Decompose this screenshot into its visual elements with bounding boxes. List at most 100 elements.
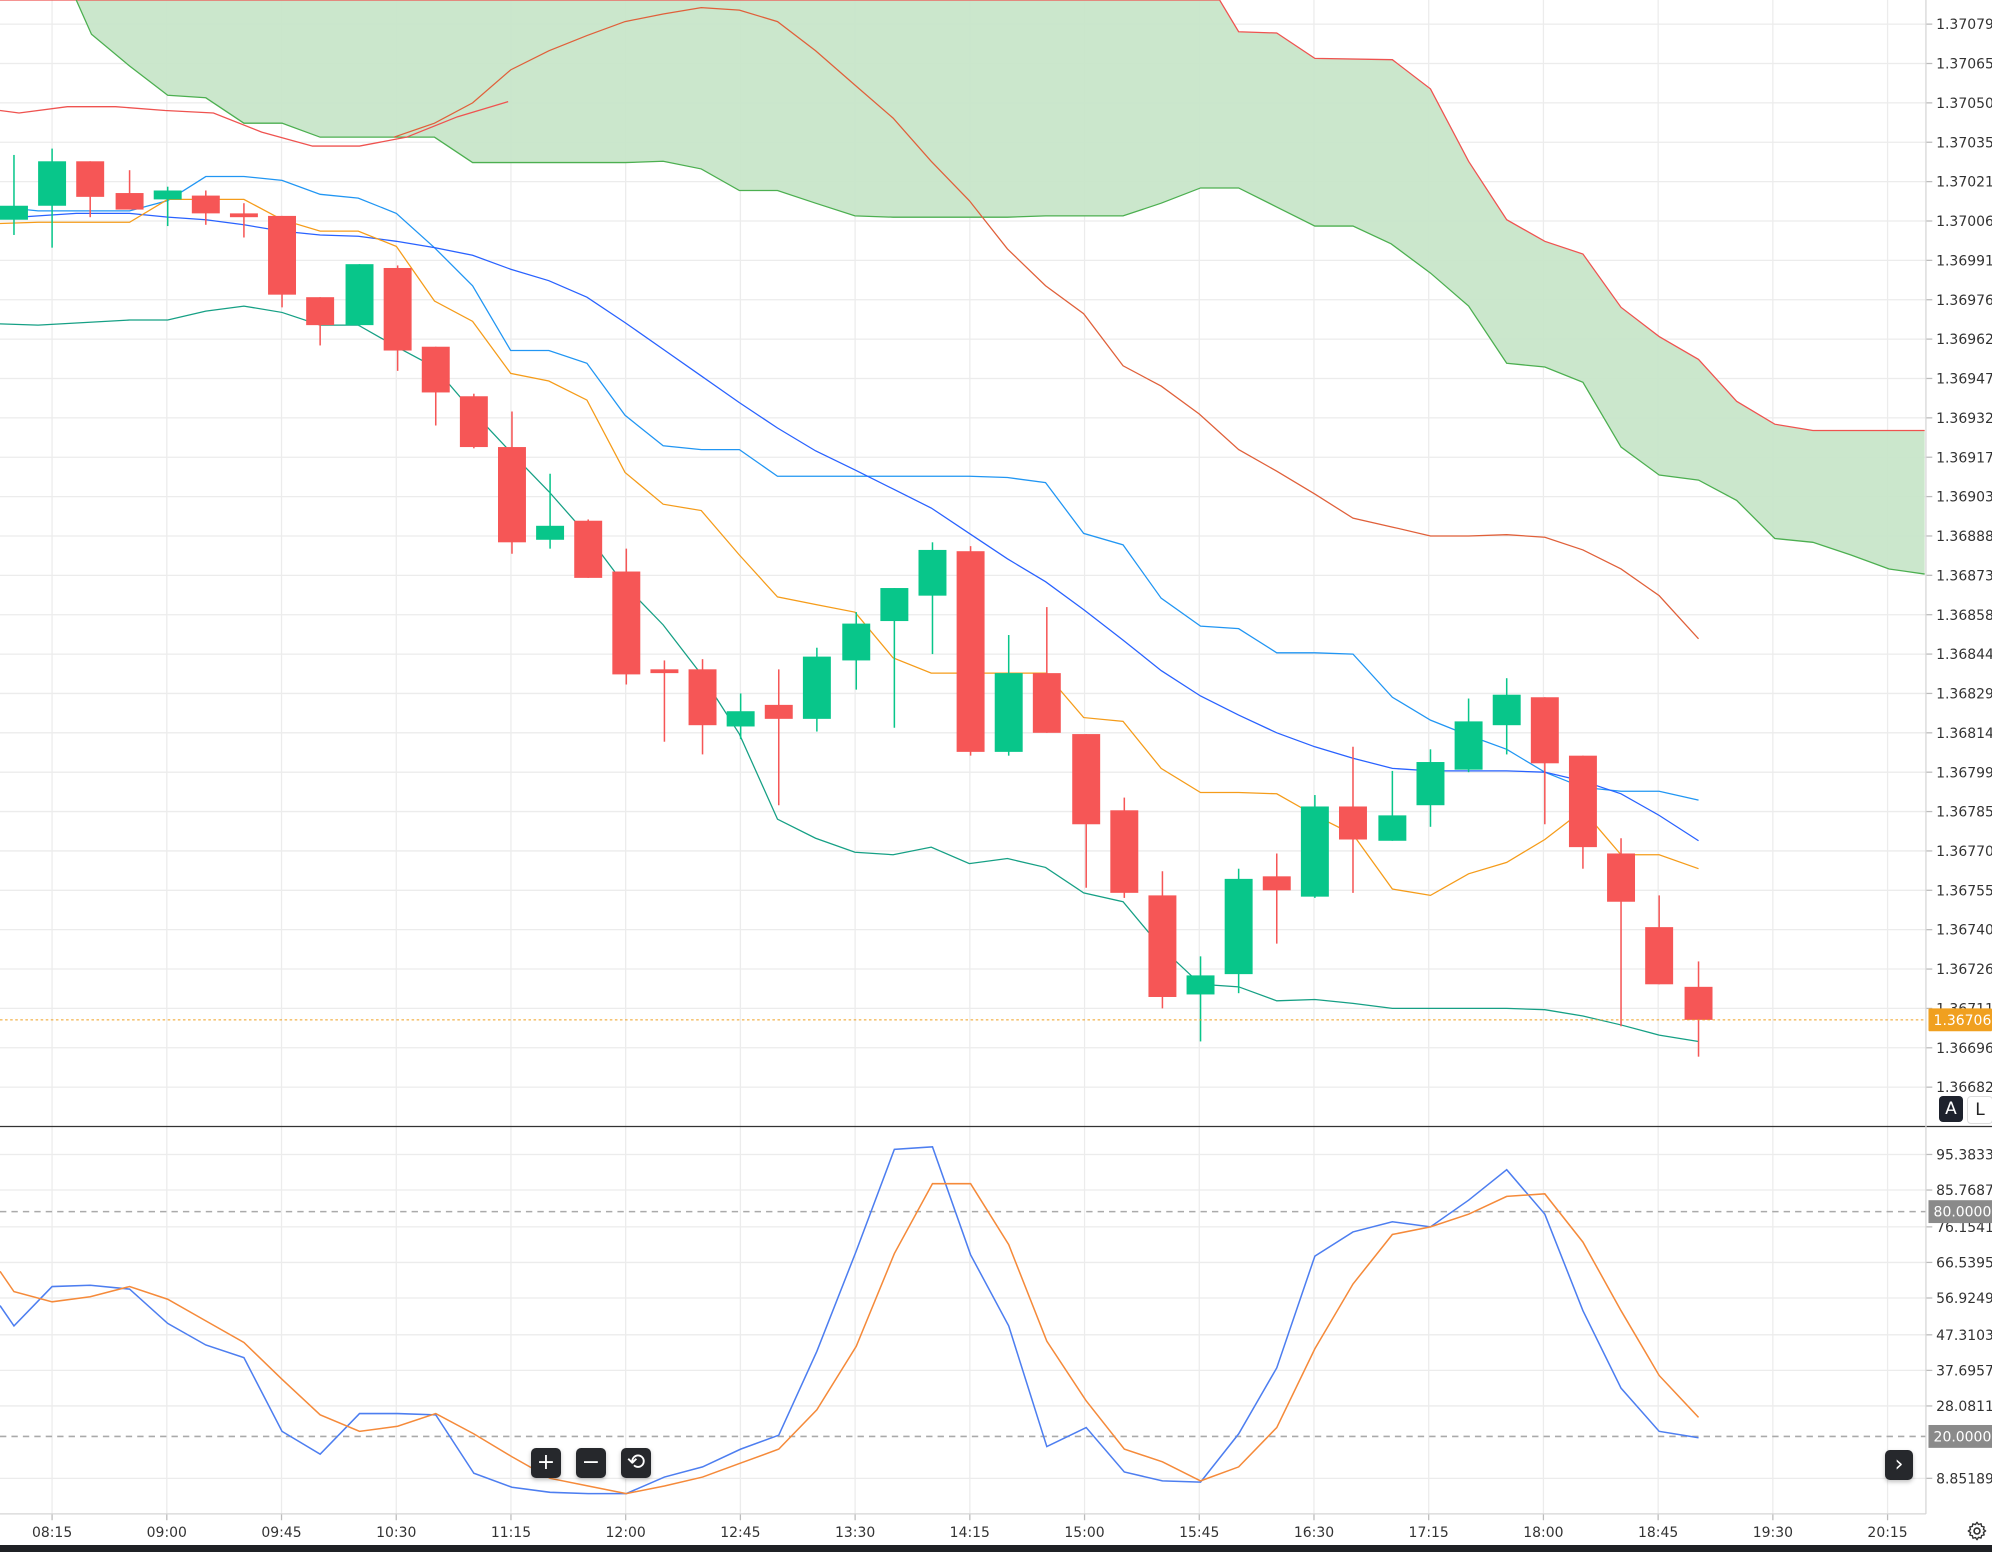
- indicator-line: [0, 198, 1699, 897]
- candle: [191, 190, 220, 225]
- price-tick-label: 1.36814: [1936, 726, 1992, 742]
- indicator-line: [0, 100, 509, 147]
- price-tick-label: 1.36917: [1936, 450, 1992, 466]
- candle: [574, 519, 603, 578]
- time-tick-label: 11:15: [491, 1525, 531, 1541]
- zoom-in-button[interactable]: +: [531, 1448, 561, 1478]
- time-axis[interactable]: 08:15 09:00 09:45 10:30 11:15 12:00 12:45 13:30…: [32, 1513, 1908, 1541]
- time-tick-label: 12:45: [720, 1525, 760, 1541]
- time-tick-label: 20:15: [1867, 1525, 1907, 1541]
- bottom-bar: [0, 1545, 1992, 1552]
- stoch-tick-label: 47.31033: [1936, 1328, 1992, 1344]
- time-tick-label: 09:45: [261, 1525, 301, 1541]
- time-tick-label: 15:45: [1179, 1525, 1219, 1541]
- stoch-tick-label: 37.69572: [1936, 1363, 1992, 1379]
- candle: [1032, 607, 1061, 733]
- candle: [0, 154, 28, 235]
- zoom-out-button[interactable]: −: [576, 1448, 606, 1478]
- candle: [306, 297, 335, 346]
- candle: [383, 265, 412, 371]
- minus-icon: −: [581, 1450, 601, 1475]
- price-axis[interactable]: 1.37079 1.37065 1.37050 1.37035 1.37021 1.370…: [1925, 17, 1992, 1096]
- price-tick-label: 1.37035: [1936, 135, 1992, 151]
- indicator-line: [0, 305, 1699, 1043]
- price-tick-label: 1.36755: [1936, 883, 1992, 899]
- stoch-tick-label: 66.53955: [1936, 1256, 1992, 1272]
- time-tick-label: 16:30: [1294, 1525, 1334, 1541]
- price-tick-label: 1.36799: [1936, 765, 1992, 781]
- price-tick-label: 1.36740: [1936, 923, 1992, 939]
- price-tick-label: 1.37021: [1936, 175, 1992, 191]
- time-tick-label: 18:45: [1638, 1525, 1678, 1541]
- price-tick-label: 1.36726: [1936, 962, 1992, 978]
- indicator-line: [0, 175, 1699, 801]
- candle: [1262, 853, 1291, 944]
- price-tick-label: 1.36947: [1936, 372, 1992, 388]
- ichimoku-cloud: [0, 0, 1925, 575]
- price-tick-label: 1.36770: [1936, 844, 1992, 860]
- price-tick-label: 1.36682: [1936, 1080, 1992, 1096]
- time-tick-label: 08:15: [32, 1525, 72, 1541]
- stoch-line: [0, 1182, 1700, 1495]
- indicator-line: [0, 0, 1925, 432]
- candle: [1416, 749, 1445, 827]
- candle: [76, 161, 105, 218]
- candle: [842, 612, 871, 690]
- candle: [918, 542, 947, 655]
- stochastic-axis[interactable]: 95.38338 85.76877 76.15416 66.53955 56.92494…: [1925, 1148, 1992, 1488]
- price-tick-label: 1.36844: [1936, 647, 1992, 663]
- chevron-right-icon: ›: [1894, 1452, 1904, 1477]
- price-tick-label: 1.37065: [1936, 57, 1992, 73]
- stoch-tick-label: 76.15416: [1936, 1220, 1992, 1236]
- candle: [459, 393, 488, 449]
- candle: [1492, 678, 1521, 755]
- candle: [1110, 797, 1139, 898]
- log-scale-button[interactable]: L: [1967, 1096, 1992, 1124]
- candle: [345, 264, 374, 327]
- time-tick-label: 17:15: [1409, 1525, 1449, 1541]
- candle: [38, 148, 67, 248]
- price-tick-label: 1.36873: [1936, 568, 1992, 584]
- stochastic-grid: [0, 1153, 1926, 1479]
- candle: [612, 548, 641, 685]
- stoch-tick-label: 56.92494: [1936, 1291, 1992, 1307]
- candle: [994, 635, 1023, 756]
- candle: [802, 647, 831, 732]
- time-tick-label: 18:00: [1523, 1525, 1563, 1541]
- candle: [1645, 895, 1674, 985]
- candle: [1454, 698, 1483, 773]
- grid-lines: [0, 0, 1926, 1514]
- gear-icon[interactable]: [1966, 1520, 1988, 1542]
- candle: [153, 186, 182, 227]
- candle: [1300, 795, 1329, 898]
- indicator-lines: [0, 0, 1925, 1043]
- candle: [229, 203, 258, 238]
- candle: [1072, 734, 1101, 888]
- time-tick-label: 15:00: [1064, 1525, 1104, 1541]
- candle: [498, 411, 526, 554]
- scroll-to-realtime-button[interactable]: ›: [1885, 1450, 1913, 1480]
- auto-scale-button[interactable]: A: [1939, 1096, 1963, 1122]
- price-tick-label: 1.36932: [1936, 411, 1992, 427]
- price-tick-label: 1.36829: [1936, 687, 1992, 703]
- stoch-tick-label: 28.08111: [1936, 1399, 1992, 1415]
- indicator-line: [75, 0, 1925, 575]
- candle: [880, 588, 909, 728]
- candle: [1186, 956, 1215, 1042]
- price-tick-label: 1.36858: [1936, 608, 1992, 624]
- reset-chart-button[interactable]: ⟲: [621, 1448, 651, 1478]
- reset-icon: ⟲: [626, 1450, 646, 1475]
- price-tick-label: 1.36903: [1936, 490, 1992, 506]
- indicator-line: [393, 6, 1700, 640]
- candle: [1339, 746, 1367, 893]
- stoch-tick-label: 95.38338: [1936, 1148, 1992, 1164]
- candle: [1148, 871, 1177, 1009]
- stochastic-lines: [0, 1146, 1700, 1495]
- price-tick-label: 1.36696: [1936, 1041, 1992, 1057]
- cloud-fill: [0, 0, 1925, 575]
